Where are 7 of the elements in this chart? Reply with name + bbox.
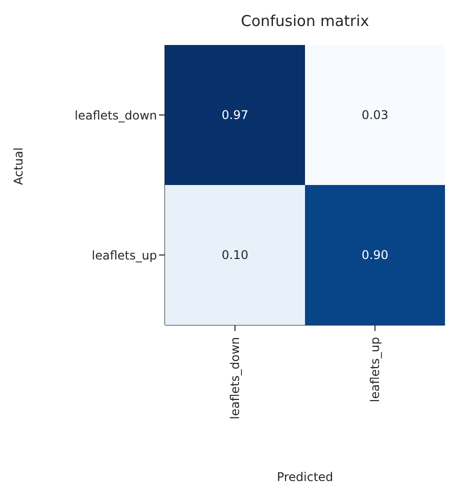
data-label: 0.97 bbox=[222, 108, 248, 122]
data-label: 0.10 bbox=[222, 248, 248, 262]
x-axis-title: Predicted bbox=[276, 470, 334, 484]
y-axis-title: Actual bbox=[11, 147, 26, 185]
data-label: 0.90 bbox=[362, 248, 388, 262]
data-label: 0.03 bbox=[362, 108, 388, 122]
chart-title: Confusion matrix bbox=[240, 12, 370, 30]
